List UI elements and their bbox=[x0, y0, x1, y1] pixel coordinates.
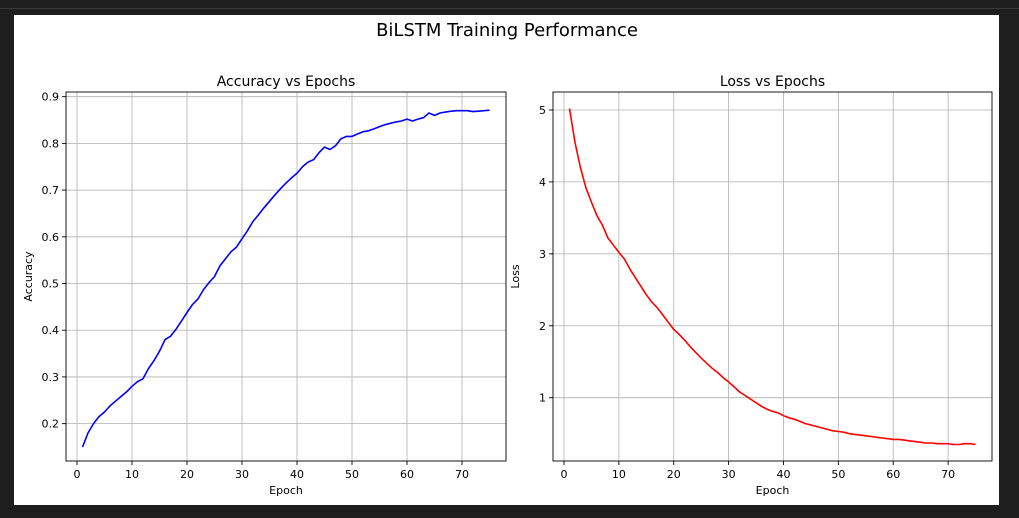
accuracy-x-tick-label: 0 bbox=[74, 468, 81, 481]
accuracy-x-tick-label: 60 bbox=[400, 468, 414, 481]
accuracy-y-tick-label: 0.4 bbox=[42, 324, 60, 337]
figure-canvas: BiLSTM Training Performance 0 10 20 30 40 50 6… bbox=[14, 15, 999, 505]
window-top-bar bbox=[0, 0, 1019, 9]
accuracy-x-tick-label: 50 bbox=[345, 468, 359, 481]
accuracy-y-tick-label: 0.9 bbox=[42, 91, 60, 104]
loss-x-tick-label: 10 bbox=[612, 468, 626, 481]
accuracy-plot: 0 10 20 30 40 50 60 70 0.2 0.3 0.4 0.5 0.6 0.7 0.8 0.9 A… bbox=[22, 74, 507, 497]
loss-y-axis-label: Loss bbox=[509, 264, 522, 288]
accuracy-chart-title: Accuracy vs Epochs bbox=[217, 74, 356, 90]
accuracy-y-axis-label: Accuracy bbox=[22, 251, 35, 302]
accuracy-axes-frame bbox=[65, 91, 507, 462]
accuracy-x-tick-label: 10 bbox=[125, 468, 139, 481]
loss-x-tick-label: 40 bbox=[776, 468, 790, 481]
accuracy-y-tick-label: 0.5 bbox=[42, 278, 60, 291]
loss-y-tick-label: 3 bbox=[539, 248, 546, 261]
loss-y-tick-label: 2 bbox=[539, 320, 546, 333]
loss-plot: 0 10 20 30 40 50 60 70 1 2 3 4 5 Loss vs Epochs Epoch L… bbox=[509, 74, 993, 497]
accuracy-x-tick-label: 20 bbox=[180, 468, 194, 481]
loss-x-tick-label: 70 bbox=[941, 468, 955, 481]
loss-x-tick-label: 20 bbox=[667, 468, 681, 481]
figure-title: BiLSTM Training Performance bbox=[376, 20, 638, 41]
accuracy-x-tick-label: 40 bbox=[290, 468, 304, 481]
loss-series-line bbox=[568, 108, 976, 446]
accuracy-x-tick-label: 30 bbox=[235, 468, 249, 481]
accuracy-y-tick-label: 0.6 bbox=[42, 231, 60, 244]
loss-y-tick-label: 5 bbox=[539, 104, 546, 117]
loss-x-axis-label: Epoch bbox=[756, 484, 790, 497]
accuracy-y-tick-label: 0.8 bbox=[42, 137, 60, 150]
loss-chart-title: Loss vs Epochs bbox=[720, 74, 825, 90]
figure-svg: BiLSTM Training Performance 0 10 20 30 40 50 6… bbox=[22, 20, 993, 497]
loss-y-tick-label: 1 bbox=[539, 392, 546, 405]
loss-x-tick-label: 30 bbox=[722, 468, 736, 481]
loss-x-tick-label: 60 bbox=[886, 468, 900, 481]
accuracy-y-tick-label: 0.7 bbox=[42, 184, 60, 197]
accuracy-series-line bbox=[81, 109, 490, 448]
accuracy-y-tick-label: 0.3 bbox=[42, 371, 60, 384]
loss-x-tick-label: 50 bbox=[831, 468, 845, 481]
loss-x-tick-label: 0 bbox=[560, 468, 567, 481]
accuracy-x-axis-label: Epoch bbox=[269, 484, 303, 497]
loss-y-tick-label: 4 bbox=[539, 176, 546, 189]
accuracy-y-tick-label: 0.2 bbox=[42, 418, 60, 431]
loss-axes-frame bbox=[552, 91, 993, 462]
accuracy-x-tick-label: 70 bbox=[455, 468, 469, 481]
